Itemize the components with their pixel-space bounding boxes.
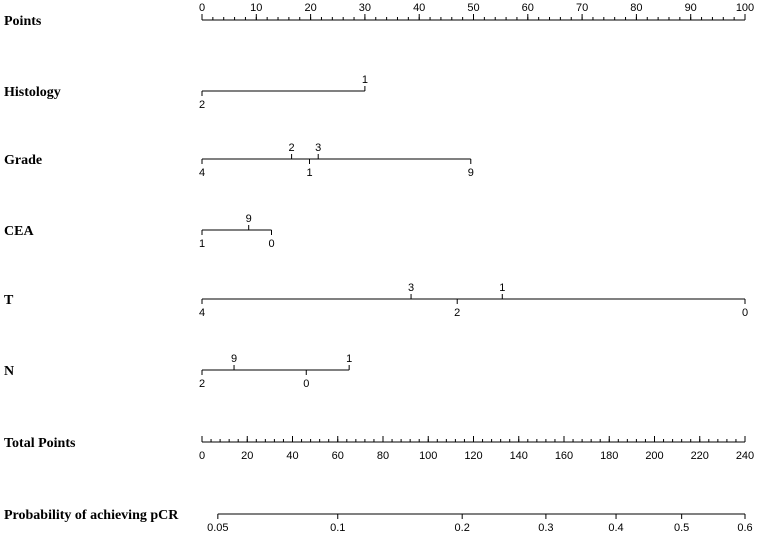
total-points-tick-label: 180 <box>600 450 618 462</box>
total-points-row-label: Total Points <box>4 436 76 451</box>
total-points-tick-label: 20 <box>241 450 253 462</box>
points-tick-label: 90 <box>685 2 697 14</box>
t-level-label: 0 <box>742 307 748 319</box>
total-points-tick-label: 40 <box>286 450 298 462</box>
probability-of-achieving-pcr-tick-label: 0.2 <box>455 522 470 534</box>
total-points-tick-label: 80 <box>377 450 389 462</box>
points-tick-label: 60 <box>522 2 534 14</box>
n-level-label: 2 <box>199 378 205 390</box>
probability-of-achieving-pcr-tick-label: 0.05 <box>207 522 228 534</box>
probability-of-achieving-pcr-tick-label: 0.4 <box>608 522 623 534</box>
n-level-label: 9 <box>231 353 237 365</box>
histology-row-label: Histology <box>4 85 61 100</box>
total-points-tick-label: 60 <box>332 450 344 462</box>
cea-row-label: CEA <box>4 224 34 239</box>
points-tick-label: 80 <box>630 2 642 14</box>
points-tick-label: 0 <box>199 2 205 14</box>
n-row-label: N <box>4 364 14 379</box>
total-points-tick-label: 160 <box>555 450 573 462</box>
total-points-tick-label: 120 <box>464 450 482 462</box>
grade-row-label: Grade <box>4 153 42 168</box>
points-tick-label: 70 <box>576 2 588 14</box>
total-points-tick-label: 0 <box>199 450 205 462</box>
points-tick-label: 100 <box>736 2 754 14</box>
t-level-label: 3 <box>408 282 414 294</box>
total-points-tick-label: 100 <box>419 450 437 462</box>
points-tick-label: 50 <box>467 2 479 14</box>
points-tick-label: 20 <box>304 2 316 14</box>
points-row-label: Points <box>4 14 42 29</box>
n-level-label: 0 <box>303 378 309 390</box>
grade-level-label: 3 <box>315 142 321 154</box>
histology-level-label: 1 <box>362 74 368 86</box>
probability-of-achieving-pcr-row-label: Probability of achieving pCR <box>4 508 179 523</box>
histology-level-label: 2 <box>199 99 205 111</box>
probability-of-achieving-pcr-tick-label: 0.5 <box>674 522 689 534</box>
t-level-label: 4 <box>199 307 205 319</box>
t-level-label: 1 <box>499 282 505 294</box>
cea-level-label: 9 <box>246 213 252 225</box>
points-tick-label: 10 <box>250 2 262 14</box>
total-points-tick-label: 220 <box>691 450 709 462</box>
grade-level-label: 4 <box>199 167 205 179</box>
n-level-label: 1 <box>346 353 352 365</box>
total-points-tick-label: 240 <box>736 450 754 462</box>
probability-of-achieving-pcr-tick-label: 0.1 <box>330 522 345 534</box>
points-tick-label: 40 <box>413 2 425 14</box>
grade-level-label: 9 <box>468 167 474 179</box>
t-row-label: T <box>4 293 14 308</box>
probability-of-achieving-pcr-tick-label: 0.3 <box>538 522 553 534</box>
grade-level-label: 1 <box>306 167 312 179</box>
cea-level-label: 0 <box>268 238 274 250</box>
t-level-label: 2 <box>454 307 460 319</box>
total-points-tick-label: 140 <box>510 450 528 462</box>
cea-level-label: 1 <box>199 238 205 250</box>
grade-level-label: 2 <box>289 142 295 154</box>
total-points-tick-label: 200 <box>645 450 663 462</box>
points-tick-label: 30 <box>359 2 371 14</box>
probability-of-achieving-pcr-tick-label: 0.6 <box>737 522 752 534</box>
